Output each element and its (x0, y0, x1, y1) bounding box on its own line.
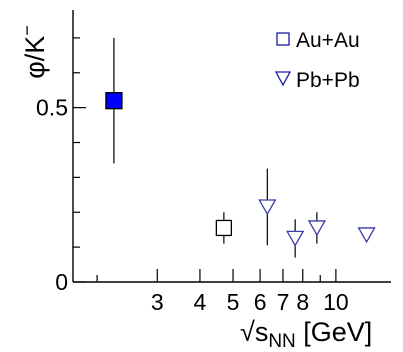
au-au-point (215, 219, 233, 237)
legend-label-pb-pb: Pb+Pb (296, 69, 360, 92)
x-axis-title: √sNN [GeV] (240, 317, 372, 352)
pb-pb-point (286, 230, 305, 247)
legend-label-au-au: Au+Au (296, 29, 360, 52)
x-tick-label: 4 (194, 289, 207, 315)
axis-ticks (73, 37, 337, 283)
y-axis-title: φ/K− (17, 25, 50, 79)
svg-text:φ/K−: φ/K− (17, 25, 50, 79)
x-tick-label: 5 (227, 289, 240, 315)
x-axis-title-prefix: √s (240, 317, 268, 347)
y-tick-label: 0 (55, 269, 68, 295)
pb-pb-point (357, 227, 376, 244)
x-tick-label: 10 (323, 289, 349, 315)
x-tick-label: 6 (254, 289, 267, 315)
legend: Au+Au Pb+Pb (274, 29, 360, 92)
y-axis-title-main: φ/K (20, 36, 50, 79)
data-marks (105, 37, 376, 258)
axis-tick-labels: 3 4 5 6 7 8 10 0 0.5 (36, 95, 349, 315)
x-axis-title-suffix: [GeV] (296, 317, 373, 347)
legend-marker-au-au (276, 32, 290, 46)
y-axis-title-sup: − (17, 25, 37, 36)
pb-pb-point (307, 220, 327, 237)
y-tick-label: 0.5 (36, 95, 68, 121)
x-tick-label: 3 (151, 289, 164, 315)
x-tick-label: 7 (277, 289, 290, 315)
legend-marker-pb-pb (274, 71, 292, 87)
x-tick-label: 8 (296, 289, 309, 315)
svg-text:√sNN [GeV]: √sNN [GeV] (240, 317, 372, 352)
x-axis-title-sub: NN (268, 331, 295, 352)
pb-pb-point (258, 199, 277, 216)
au-au-point (105, 92, 123, 110)
